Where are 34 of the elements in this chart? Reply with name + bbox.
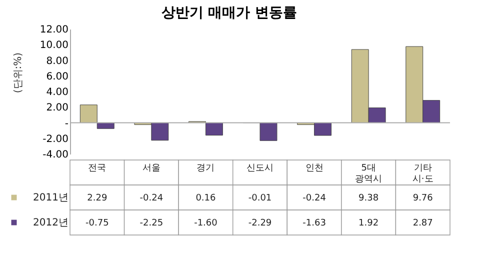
data-label: -0.24 (302, 194, 326, 204)
data-label: -0.01 (248, 194, 272, 204)
legend-label: 2012년 (33, 218, 68, 228)
data-label: 9.76 (412, 194, 434, 204)
x-tick-label: 신도시 (246, 164, 274, 174)
x-tick-label: 전국 (88, 164, 106, 174)
y-tick-label: - (64, 118, 69, 130)
data-label: -1.60 (194, 218, 218, 228)
x-tick-label: 5대 광역시 (355, 164, 382, 184)
data-label: 1.92 (358, 218, 379, 228)
x-tick-label: 서울 (142, 164, 160, 174)
x-tick-label: 기타 시·도 (412, 164, 434, 184)
y-tick-label: -2.00 (42, 134, 68, 145)
y-tick-label: 12.00 (40, 24, 68, 36)
data-label: -0.24 (140, 194, 164, 204)
data-label: 2.29 (87, 194, 108, 204)
y-tick-label: 8.00 (46, 56, 68, 67)
y-tick-label: 10.00 (40, 40, 68, 52)
data-label: -1.63 (302, 218, 326, 228)
y-tick-label: -4.00 (42, 150, 68, 160)
data-label: 9.38 (358, 194, 379, 204)
y-tick-label: 2.00 (46, 102, 68, 114)
data-label: -2.25 (140, 218, 164, 228)
data-label: 0.16 (196, 194, 216, 204)
data-label: -2.29 (248, 218, 272, 228)
data-label: 2.87 (412, 218, 433, 228)
data-label: -0.75 (85, 218, 109, 228)
x-tick-label: 인천 (305, 164, 324, 174)
y-tick-label: 6.00 (46, 71, 68, 82)
y-tick-label: 4.00 (46, 87, 68, 98)
chart-title: 상반기 매매가 변동률 (161, 5, 298, 21)
legend-label: 2011년 (33, 192, 68, 204)
y-axis-title: (단위:%) (13, 52, 24, 94)
x-tick-label: 경기 (196, 164, 215, 174)
